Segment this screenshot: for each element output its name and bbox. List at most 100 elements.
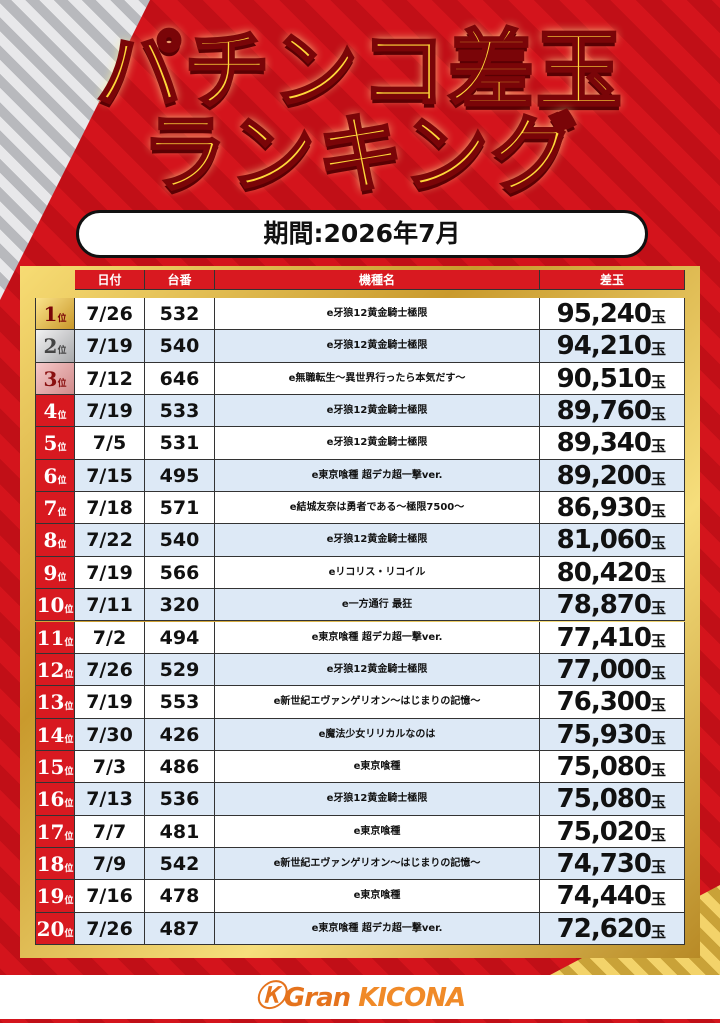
title-line: ランキング <box>140 105 579 205</box>
difference-unit: 玉 <box>650 793 666 812</box>
rank-number: 11 <box>36 625 65 650</box>
machine-number: 533 <box>145 395 215 428</box>
date: 7/13 <box>75 783 145 816</box>
difference: 75,080玉 <box>540 783 685 816</box>
rank-unit: 位 <box>64 637 74 648</box>
rank-number: 20 <box>36 916 65 941</box>
machine-name: e牙狼12黄金騎士極限 <box>215 330 540 363</box>
date: 7/2 <box>75 621 145 654</box>
machine-number: 536 <box>145 783 215 816</box>
rank-number: 10 <box>36 593 65 618</box>
machine-number: 571 <box>145 492 215 525</box>
column-header: 機種名 <box>215 270 540 290</box>
date: 7/9 <box>75 847 145 881</box>
machine-name: e牙狼12黄金騎士極限 <box>215 783 540 816</box>
rank-number: 18 <box>36 851 65 876</box>
column-header: 日付 <box>75 270 145 290</box>
date: 7/26 <box>75 912 145 945</box>
difference-value: 74,440 <box>556 881 652 912</box>
difference-unit: 玉 <box>650 437 666 456</box>
rank: 12位 <box>35 653 75 687</box>
difference-unit: 玉 <box>650 922 666 941</box>
machine-number: 553 <box>145 686 215 719</box>
difference: 86,930玉 <box>540 492 685 525</box>
difference-value: 80,420 <box>556 557 652 588</box>
rank: 18位 <box>35 847 75 881</box>
date: 7/3 <box>75 750 145 784</box>
machine-name: e新世紀エヴァンゲリオン～はじまりの記憶～ <box>215 847 540 881</box>
ranking-table: 日付 台番 機種名 差玉 1位 7/26 532 e牙狼12黄金騎士極限 95,240玉 2位 7/… <box>20 266 700 958</box>
difference: 95,240玉 <box>540 298 685 331</box>
rank: 5位 <box>35 427 75 460</box>
rank-unit: 位 <box>64 669 74 680</box>
difference-value: 77,410 <box>556 622 652 653</box>
machine-number: 487 <box>145 912 215 945</box>
difference: 78,870玉 <box>540 589 685 622</box>
rank-number: 2 <box>43 334 58 359</box>
rank: 1位 <box>35 298 75 331</box>
difference-value: 90,510 <box>556 363 652 394</box>
rank-number: 4 <box>43 399 58 424</box>
rank: 7位 <box>35 492 75 525</box>
difference-value: 89,200 <box>556 460 652 491</box>
rank-unit: 位 <box>57 508 67 519</box>
machine-name: e牙狼12黄金騎士極限 <box>215 653 540 687</box>
date: 7/12 <box>75 362 145 396</box>
difference: 77,000玉 <box>540 653 685 687</box>
difference-unit: 玉 <box>650 405 666 424</box>
difference-unit: 玉 <box>650 631 666 650</box>
machine-number: 532 <box>145 298 215 331</box>
machine-name: e魔法少女リリカルなのは <box>215 718 540 751</box>
machine-name: e牙狼12黄金騎士極限 <box>215 427 540 460</box>
date: 7/11 <box>75 589 145 622</box>
rank-number: 17 <box>36 819 65 844</box>
rank-unit: 位 <box>57 572 67 583</box>
rank: 8位 <box>35 524 75 557</box>
difference: 89,760玉 <box>540 395 685 428</box>
rank: 13位 <box>35 686 75 719</box>
difference: 89,340玉 <box>540 427 685 460</box>
difference-unit: 玉 <box>650 825 666 844</box>
difference-value: 76,300 <box>556 687 652 718</box>
machine-name: e結城友奈は勇者である～極限7500～ <box>215 492 540 525</box>
difference-value: 78,870 <box>556 590 652 621</box>
date: 7/26 <box>75 298 145 331</box>
rank-unit: 位 <box>57 411 67 422</box>
difference: 74,440玉 <box>540 880 685 913</box>
machine-number: 478 <box>145 880 215 913</box>
rank-number: 3 <box>43 366 58 391</box>
rank: 2位 <box>35 330 75 363</box>
difference: 90,510玉 <box>540 362 685 396</box>
date: 7/5 <box>75 427 145 460</box>
rank: 11位 <box>35 621 75 654</box>
rank: 4位 <box>35 395 75 428</box>
difference-value: 86,930 <box>556 493 652 524</box>
machine-number: 494 <box>145 621 215 654</box>
difference: 77,410玉 <box>540 621 685 654</box>
rank-unit: 位 <box>57 540 67 551</box>
difference-unit: 玉 <box>650 857 666 876</box>
difference-unit: 玉 <box>650 469 666 488</box>
rank-unit: 位 <box>57 314 67 324</box>
difference-value: 75,020 <box>556 816 652 847</box>
machine-name: e東京喰種 超デカ超一撃ver. <box>215 621 540 654</box>
rank-unit: 位 <box>64 896 74 907</box>
column-header: 差玉 <box>540 270 685 290</box>
date: 7/7 <box>75 815 145 848</box>
rank-number: 1 <box>43 302 58 326</box>
column-header: 台番 <box>145 270 215 290</box>
machine-name: e東京喰種 超デカ超一撃ver. <box>215 912 540 945</box>
rank: 19位 <box>35 880 75 913</box>
rank-unit: 位 <box>64 605 74 616</box>
rank-number: 19 <box>36 884 65 909</box>
difference: 72,620玉 <box>540 912 685 945</box>
rank-number: 6 <box>43 463 58 488</box>
date: 7/15 <box>75 459 145 493</box>
difference-value: 75,080 <box>556 784 652 815</box>
difference-unit: 玉 <box>650 760 666 779</box>
difference: 75,930玉 <box>540 718 685 751</box>
difference-value: 77,000 <box>556 654 652 685</box>
date: 7/16 <box>75 880 145 913</box>
rank: 3位 <box>35 362 75 396</box>
date: 7/19 <box>75 556 145 590</box>
